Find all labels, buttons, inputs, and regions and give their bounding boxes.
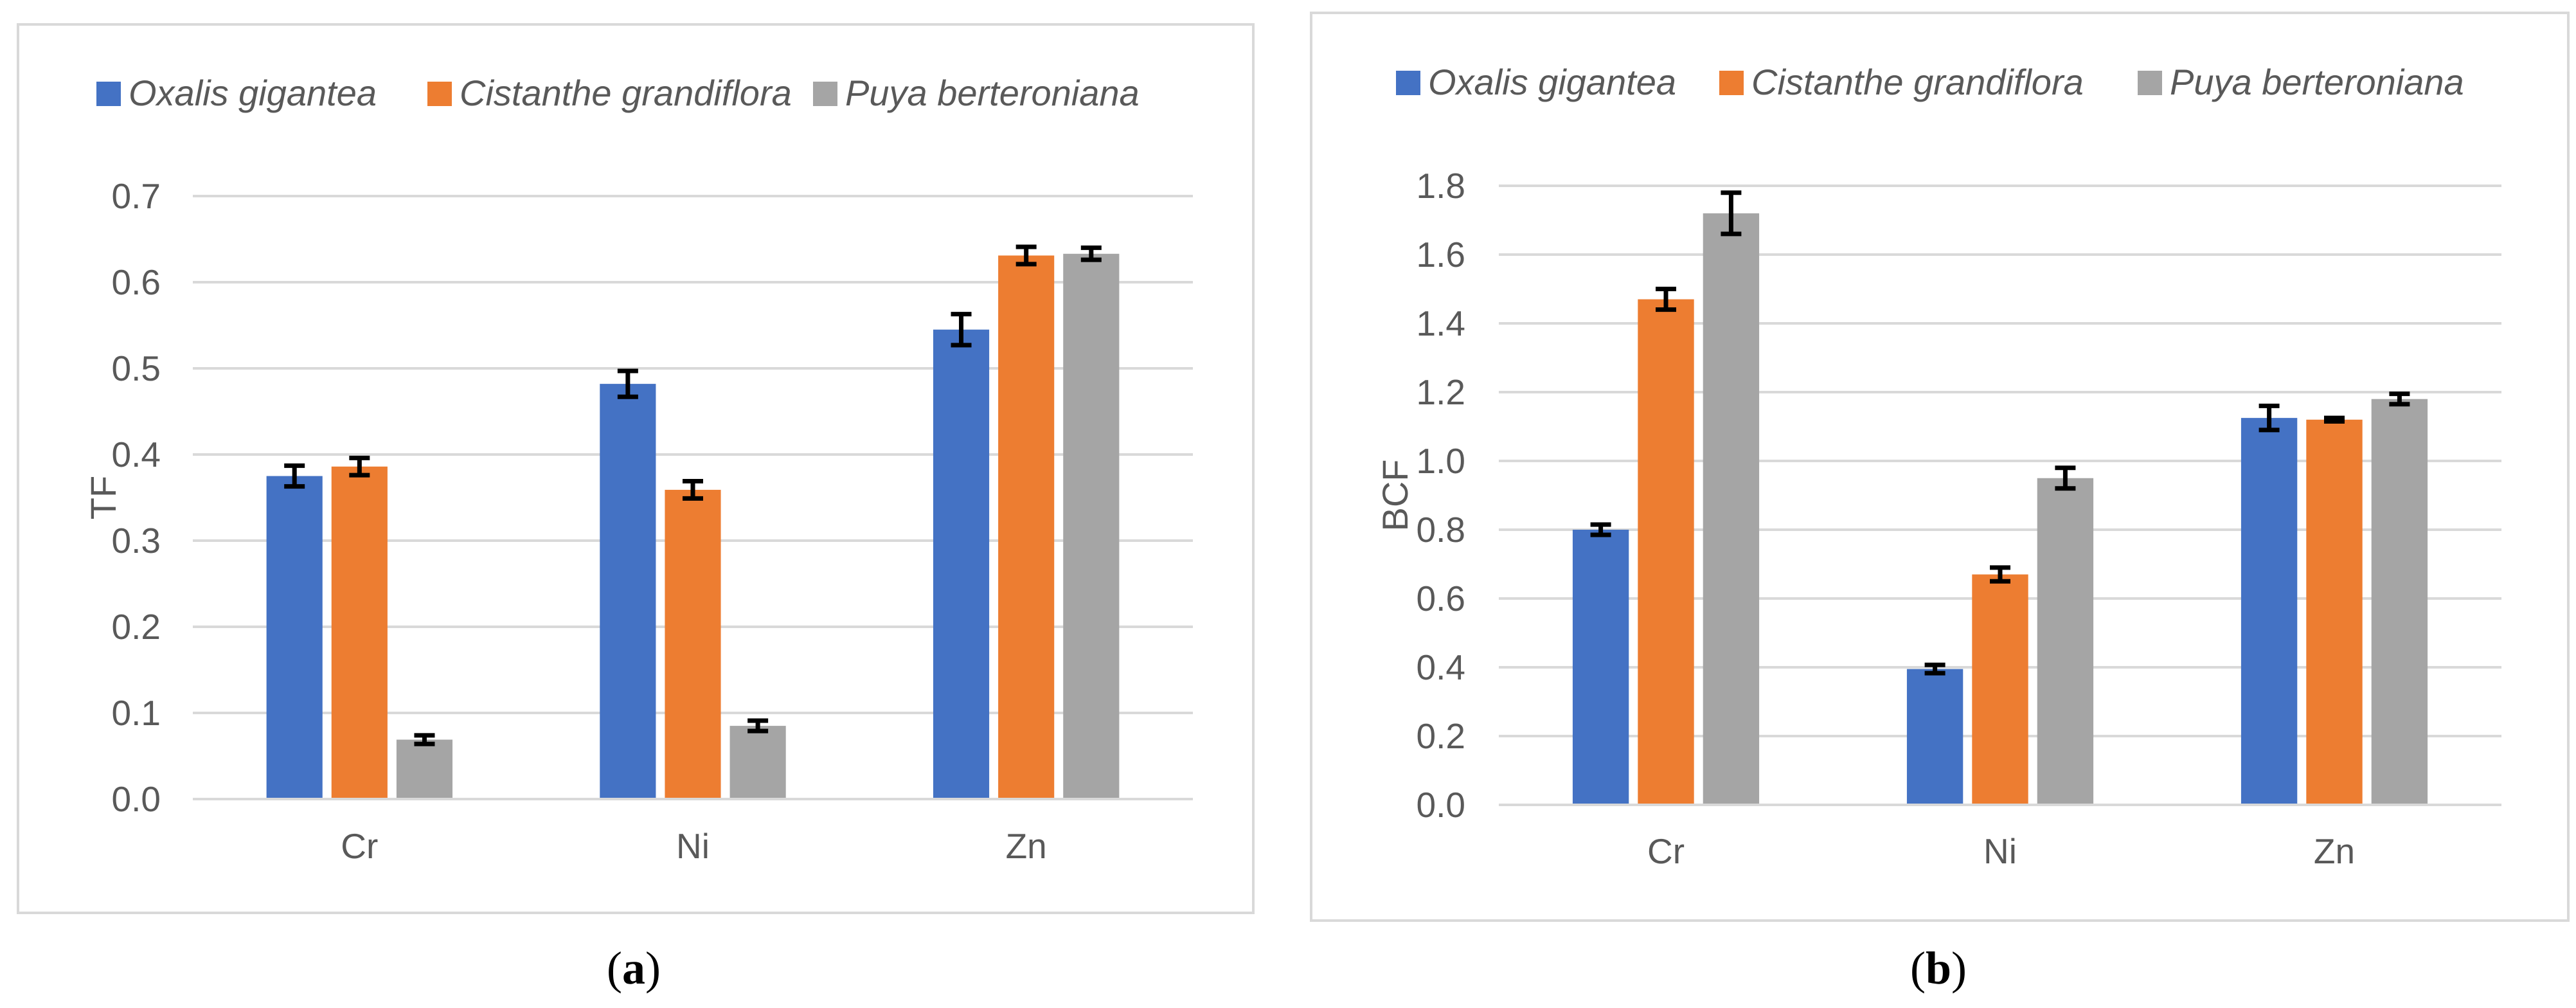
bar-a-ni-s0 xyxy=(600,384,656,799)
y-tick-label-a: 0.6 xyxy=(112,262,161,302)
bar-a-ni-s2 xyxy=(729,726,786,799)
bar-a-cr-s2 xyxy=(396,739,453,799)
legend-swatch-b xyxy=(1719,71,1744,95)
caption-b: (b) xyxy=(1910,942,1967,994)
legend-label-a: Puya berteroniana xyxy=(845,73,1140,113)
legend-label-b: Puya berteroniana xyxy=(2170,62,2464,102)
y-tick-label-a: 0.2 xyxy=(112,607,161,647)
bar-b-ni-s0 xyxy=(1906,669,1963,805)
y-tick-label-a: 0.1 xyxy=(112,693,161,733)
bar-b-cr-s1 xyxy=(1638,299,1694,805)
bar-b-ni-s1 xyxy=(1972,574,2028,805)
bar-a-ni-s1 xyxy=(665,489,721,799)
bar-a-cr-s1 xyxy=(331,466,388,799)
legend-swatch-b xyxy=(1396,71,1420,95)
caption-a-letter: a xyxy=(622,942,645,994)
y-tick-label-a: 0.3 xyxy=(112,521,161,561)
chart-panel-b: 0.0 0.2 0.4 0.6 0.8 1.0 1.2 1.4 1.6 1.8 BCF Cr Ni Zn O… xyxy=(1310,12,2570,922)
bar-a-zn-s0 xyxy=(933,329,990,799)
y-tick-label-b: 1.4 xyxy=(1417,303,1465,343)
y-axis-title-a: TF xyxy=(83,476,123,519)
chart-panel-a: 0.0 0.1 0.2 0.3 0.4 0.5 0.6 0.7 TF Cr Ni Zn Oxalis g… xyxy=(17,23,1255,914)
y-tick-label-b: 1.0 xyxy=(1417,441,1465,481)
bar-b-cr-s2 xyxy=(1703,213,1760,805)
y-tick-label-a: 0.4 xyxy=(112,435,161,474)
bar-b-zn-s2 xyxy=(2371,399,2428,805)
legend-label-a: Oxalis gigantea xyxy=(129,73,377,113)
legend-label-b: Oxalis gigantea xyxy=(1428,62,1676,102)
y-tick-label-b: 1.6 xyxy=(1417,235,1465,274)
bar-b-cr-s0 xyxy=(1572,530,1629,805)
legend-label-a: Cistanthe grandiflora xyxy=(460,73,792,113)
legend-swatch-a xyxy=(813,82,837,106)
bar-a-cr-s0 xyxy=(266,476,323,799)
y-tick-label-b: 0.8 xyxy=(1417,510,1465,550)
y-tick-label-b: 0.2 xyxy=(1417,716,1465,756)
legend-swatch-a xyxy=(427,82,452,106)
y-tick-label-b: 0.6 xyxy=(1417,579,1465,618)
y-tick-label-b: 1.8 xyxy=(1417,166,1465,206)
bar-a-zn-s2 xyxy=(1063,253,1120,799)
bar-b-ni-s2 xyxy=(2037,478,2094,805)
x-tick-label-b: Ni xyxy=(1983,831,2017,871)
bar-b-zn-s0 xyxy=(2241,418,2298,805)
legend-label-b: Cistanthe grandiflora xyxy=(1751,62,2084,102)
x-tick-label-b: Zn xyxy=(2314,831,2355,871)
caption-b-letter: b xyxy=(1926,942,1951,994)
y-tick-label-a: 0.0 xyxy=(112,779,161,819)
x-tick-label-a: Zn xyxy=(1006,826,1047,866)
legend-swatch-b xyxy=(2138,71,2162,95)
y-tick-label-a: 0.7 xyxy=(112,176,161,216)
bar-a-zn-s1 xyxy=(998,255,1055,800)
y-tick-label-b: 0.0 xyxy=(1417,785,1465,825)
x-tick-label-b: Cr xyxy=(1647,831,1685,871)
x-tick-label-a: Ni xyxy=(676,826,710,866)
y-tick-label-b: 0.4 xyxy=(1417,647,1465,687)
legend-swatch-a xyxy=(96,82,121,106)
x-tick-label-a: Cr xyxy=(341,826,378,866)
bar-b-zn-s1 xyxy=(2306,419,2363,805)
y-axis-title-b: BCF xyxy=(1375,460,1415,532)
y-tick-label-b: 1.2 xyxy=(1417,372,1465,412)
y-tick-label-a: 0.5 xyxy=(112,348,161,388)
caption-a: (a) xyxy=(607,942,661,994)
